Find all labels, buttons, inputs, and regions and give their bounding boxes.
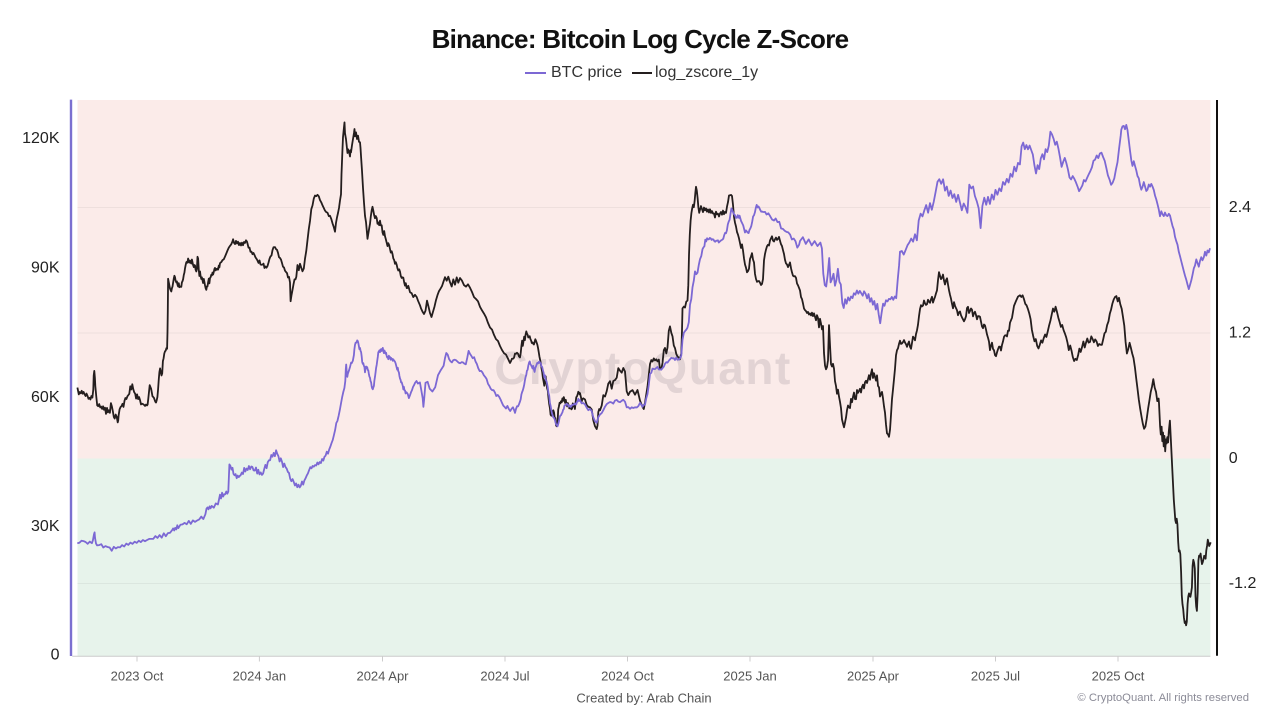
svg-text:2024 Jan: 2024 Jan [233, 669, 287, 684]
svg-text:© CryptoQuant. All rights rese: © CryptoQuant. All rights reserved [1077, 692, 1249, 704]
svg-text:30K: 30K [31, 518, 60, 535]
svg-text:2024 Jul: 2024 Jul [480, 669, 529, 684]
svg-text:60K: 60K [31, 389, 60, 406]
svg-text:1.2: 1.2 [1229, 325, 1251, 342]
svg-text:2025 Jan: 2025 Jan [723, 669, 777, 684]
svg-text:2.4: 2.4 [1229, 199, 1251, 216]
svg-text:90K: 90K [31, 259, 60, 276]
svg-text:-1.2: -1.2 [1229, 575, 1257, 592]
svg-text:2025 Jul: 2025 Jul [971, 669, 1020, 684]
svg-text:2023 Oct: 2023 Oct [111, 669, 164, 684]
svg-text:Created by: Arab Chain: Created by: Arab Chain [576, 691, 711, 706]
svg-text:2025 Apr: 2025 Apr [847, 669, 900, 684]
svg-text:2024 Oct: 2024 Oct [601, 669, 654, 684]
svg-text:2025 Oct: 2025 Oct [1092, 669, 1145, 684]
svg-text:2024 Apr: 2024 Apr [356, 669, 409, 684]
svg-text:0: 0 [51, 647, 60, 664]
svg-text:120K: 120K [22, 130, 60, 147]
svg-text:0: 0 [1229, 450, 1238, 467]
